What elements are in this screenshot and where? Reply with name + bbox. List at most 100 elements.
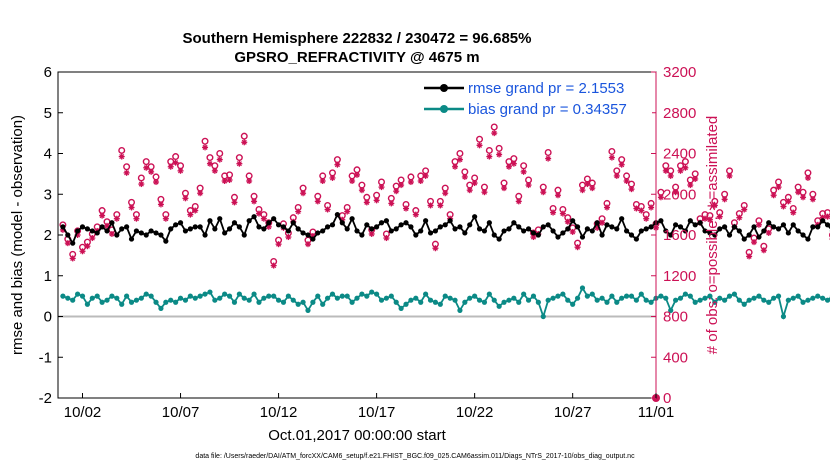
rmse-point (280, 224, 287, 230)
rmse-point (344, 226, 350, 232)
obs-assimilated-point (192, 207, 199, 214)
rmse-point (452, 226, 458, 232)
bias-point (413, 295, 419, 301)
rmse-point (60, 224, 66, 230)
rmse-point (702, 228, 708, 234)
rmse-point (359, 232, 365, 238)
y-right-tick-label: 3200 (663, 64, 696, 81)
obs-possible-point (608, 147, 616, 155)
bias-point (79, 293, 86, 299)
bias-point (315, 293, 321, 299)
rmse-point (584, 226, 590, 232)
rmse-point (717, 226, 723, 232)
obs-assimilated-point (123, 169, 130, 176)
y-right-tick-label: 2400 (663, 146, 696, 163)
obs-assimilated-point (241, 139, 248, 146)
bias-point (403, 301, 409, 307)
rmse-point (393, 226, 399, 232)
obs-assimilated-point (383, 235, 390, 242)
rmse-point (275, 222, 282, 228)
bias-point (241, 295, 247, 301)
rmse-point (143, 232, 149, 238)
rmse-point (712, 232, 718, 238)
obs-assimilated-point (716, 213, 723, 220)
bias-point (530, 293, 537, 299)
bias-point (84, 301, 91, 307)
rmse-point (70, 240, 76, 246)
obs-possible-point (662, 162, 670, 170)
bias-point (810, 295, 816, 301)
obs-assimilated-point (461, 173, 468, 180)
bias-point (202, 291, 208, 297)
obs-assimilated-point (354, 171, 360, 178)
obs-assimilated-point (422, 172, 429, 179)
rmse-point (574, 224, 581, 230)
y-axis-right: 0 400 800 1200 1600 2000 2400 2800 3200 (651, 64, 696, 407)
bias-point (726, 293, 733, 299)
obs-assimilated-point (633, 205, 640, 212)
obs-assimilated-point (466, 187, 473, 194)
rmse-point (324, 224, 331, 230)
bias-point (70, 297, 76, 303)
obs-assimilated-point (300, 190, 307, 197)
bias-point (472, 293, 478, 299)
bias-point (182, 297, 189, 303)
rmse-point (570, 218, 576, 224)
rmse-point (104, 228, 110, 234)
obs-assimilated-point (760, 247, 767, 254)
obs-assimilated-point (677, 167, 684, 174)
rmse-point (418, 228, 424, 234)
rmse-point (432, 228, 439, 234)
rmse-point (236, 224, 242, 230)
bias-point (628, 293, 635, 299)
rmse-point (496, 236, 502, 242)
bias-point (212, 297, 218, 303)
bias-point (349, 299, 355, 305)
rmse-point (800, 232, 806, 238)
bias-point (398, 305, 404, 311)
rmse-point (565, 226, 571, 232)
bias-point (574, 295, 581, 301)
bias-point (418, 299, 424, 305)
rmse-point (187, 226, 193, 232)
y-left-tick-label: 6 (44, 64, 52, 81)
bias-point (393, 299, 399, 305)
obs-assimilated-point (648, 204, 655, 211)
obs-possible-point (490, 123, 498, 131)
obs-assimilated-point (148, 168, 155, 175)
bias-point (462, 299, 468, 305)
obs-assimilated-point (187, 211, 194, 218)
y-left-tick-label: -2 (39, 390, 52, 407)
obs-assimilated-point (211, 167, 218, 174)
bias-point (339, 293, 345, 299)
rmse-point (780, 222, 787, 228)
rmse-point (378, 220, 385, 226)
obs-assimilated-point (153, 179, 160, 186)
bias-point (697, 297, 703, 303)
obs-assimilated-point (255, 210, 262, 217)
bias-point (280, 299, 287, 305)
obs-assimilated-point (569, 228, 576, 235)
obs-assimilated-point (442, 190, 449, 197)
rmse-point (231, 220, 238, 226)
bias-point (565, 297, 571, 303)
rmse-point (682, 228, 689, 234)
rmse-point (643, 226, 649, 232)
rmse-point (589, 228, 595, 234)
bias-point (545, 297, 551, 303)
bias-point (153, 299, 159, 305)
bias-point (290, 297, 296, 303)
obs-assimilated-point (603, 204, 610, 211)
rmse-point (560, 230, 566, 236)
y-right-tick-label: 400 (663, 349, 688, 366)
rmse-point (339, 220, 345, 226)
bias-point (285, 293, 291, 299)
rmse-point (398, 222, 404, 228)
x-tick-label: 10/27 (554, 404, 592, 421)
bias-point (589, 291, 595, 297)
rmse-point (99, 224, 105, 230)
legend-bias-label: bias grand pr = 0.34357 (468, 101, 627, 118)
obs-assimilated-point (520, 168, 527, 175)
y-right-tick-label: 1600 (663, 227, 696, 244)
obs-assimilated-point (721, 196, 728, 203)
